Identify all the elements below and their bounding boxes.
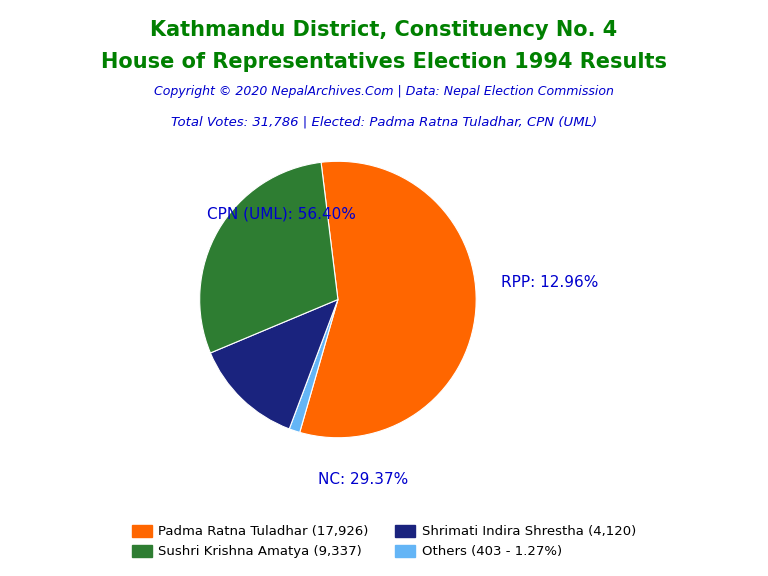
Text: RPP: 12.96%: RPP: 12.96%	[501, 275, 598, 290]
Text: House of Representatives Election 1994 Results: House of Representatives Election 1994 R…	[101, 52, 667, 72]
Wedge shape	[210, 300, 338, 429]
Wedge shape	[300, 161, 476, 438]
Text: NC: 29.37%: NC: 29.37%	[318, 472, 408, 487]
Wedge shape	[200, 162, 338, 353]
Legend: Padma Ratna Tuladhar (17,926), Sushri Krishna Amatya (9,337), Shrimati Indira Sh: Padma Ratna Tuladhar (17,926), Sushri Kr…	[127, 520, 641, 564]
Text: Kathmandu District, Constituency No. 4: Kathmandu District, Constituency No. 4	[151, 20, 617, 40]
Text: CPN (UML): 56.40%: CPN (UML): 56.40%	[207, 206, 356, 221]
Text: Copyright © 2020 NepalArchives.Com | Data: Nepal Election Commission: Copyright © 2020 NepalArchives.Com | Dat…	[154, 85, 614, 98]
Text: Total Votes: 31,786 | Elected: Padma Ratna Tuladhar, CPN (UML): Total Votes: 31,786 | Elected: Padma Rat…	[171, 115, 597, 128]
Wedge shape	[290, 300, 338, 433]
